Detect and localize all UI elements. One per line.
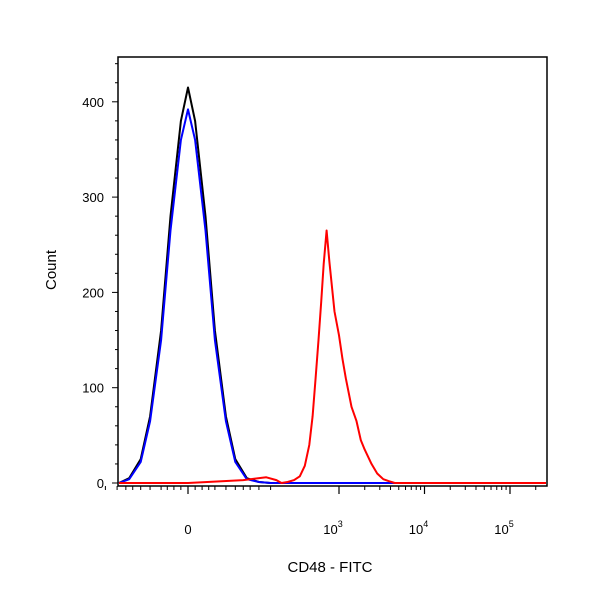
x-axis-title: CD48 - FITC (287, 559, 372, 576)
series-line-3 (119, 229, 546, 484)
x-axis: 0 103 104 105 (104, 486, 537, 537)
y-tick-label: 200 (82, 285, 104, 300)
y-tick-label: 0 (97, 476, 104, 491)
y-tick-label: 300 (82, 190, 104, 205)
y-axis-title: Count (43, 249, 60, 290)
x-tick-label: 103 (323, 519, 342, 537)
y-tick-label: 400 (82, 95, 104, 110)
x-tick-label: 0 (184, 522, 191, 537)
plot-frame (117, 56, 548, 487)
y-axis: 0 100 200 300 400 (82, 63, 118, 491)
series-layer (118, 86, 546, 484)
x-tick-label: 104 (409, 519, 428, 537)
y-tick-label: 100 (82, 381, 104, 396)
x-tick-label: 105 (494, 519, 513, 537)
